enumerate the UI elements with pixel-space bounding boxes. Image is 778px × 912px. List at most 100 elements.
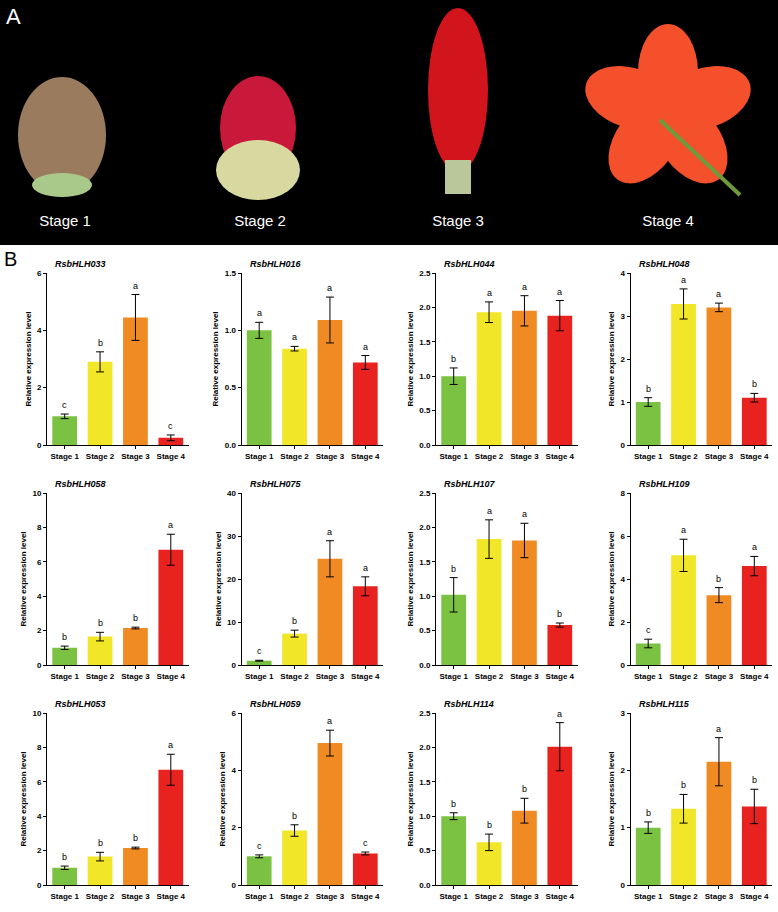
svg-text:Stage 2: Stage 2: [475, 892, 504, 901]
svg-text:Relative expression level: Relative expression level: [607, 311, 616, 406]
svg-text:8: 8: [37, 743, 42, 752]
svg-text:RsbHLH107: RsbHLH107: [444, 479, 496, 489]
svg-text:Stage 4: Stage 4: [157, 452, 186, 461]
svg-text:1: 1: [620, 823, 625, 832]
svg-text:a: a: [257, 308, 262, 318]
svg-text:RsbHLH058: RsbHLH058: [55, 479, 106, 489]
svg-text:Stage 1: Stage 1: [634, 672, 663, 681]
svg-text:RsbHLH033: RsbHLH033: [55, 259, 106, 269]
svg-text:Stage 3: Stage 3: [121, 892, 150, 901]
svg-text:a: a: [752, 542, 757, 552]
svg-text:b: b: [451, 354, 456, 364]
svg-text:1.5: 1.5: [419, 778, 431, 787]
svg-text:a: a: [327, 283, 332, 293]
svg-text:0: 0: [620, 441, 625, 450]
svg-text:RsbHLH109: RsbHLH109: [639, 479, 690, 489]
svg-text:1.0: 1.0: [225, 326, 237, 335]
svg-text:Stage 2: Stage 2: [475, 452, 504, 461]
svg-text:b: b: [133, 613, 138, 623]
svg-text:B: B: [4, 248, 17, 270]
svg-text:Relative expression level: Relative expression level: [406, 751, 415, 846]
svg-text:b: b: [62, 852, 67, 862]
svg-text:b: b: [752, 379, 757, 389]
svg-text:2.5: 2.5: [419, 709, 431, 718]
svg-text:Stage 4: Stage 4: [157, 672, 186, 681]
svg-text:RsbHLH114: RsbHLH114: [444, 699, 494, 709]
svg-text:2: 2: [37, 846, 42, 855]
svg-text:1: 1: [620, 398, 625, 407]
svg-text:2: 2: [620, 618, 625, 627]
svg-text:Stage 2: Stage 2: [86, 452, 115, 461]
svg-text:2.0: 2.0: [419, 523, 431, 532]
svg-text:10: 10: [32, 709, 41, 718]
svg-text:2.0: 2.0: [419, 743, 431, 752]
svg-text:6: 6: [620, 532, 625, 541]
svg-text:0: 0: [620, 881, 625, 890]
svg-text:0.5: 0.5: [419, 406, 431, 415]
svg-text:a: a: [363, 563, 368, 573]
svg-text:a: a: [168, 520, 173, 530]
svg-text:a: a: [716, 289, 721, 299]
svg-text:b: b: [292, 811, 297, 821]
svg-text:Stage 2: Stage 2: [669, 672, 698, 681]
svg-text:0.5: 0.5: [419, 846, 431, 855]
svg-text:Stage 3: Stage 3: [316, 452, 345, 461]
svg-text:b: b: [752, 775, 757, 785]
svg-text:0.5: 0.5: [225, 383, 237, 392]
svg-text:c: c: [168, 421, 173, 431]
svg-text:b: b: [646, 384, 651, 394]
svg-text:10: 10: [227, 618, 236, 627]
svg-text:Stage 1: Stage 1: [439, 892, 468, 901]
svg-text:Stage 1: Stage 1: [439, 452, 468, 461]
svg-text:8: 8: [620, 489, 625, 498]
svg-text:3: 3: [620, 709, 625, 718]
svg-text:Relative expression level: Relative expression level: [214, 531, 223, 626]
svg-text:b: b: [98, 338, 103, 348]
svg-text:Stage 3: Stage 3: [705, 452, 734, 461]
svg-text:1.5: 1.5: [419, 338, 431, 347]
svg-text:0: 0: [37, 881, 42, 890]
svg-text:Stage 2: Stage 2: [86, 672, 115, 681]
svg-text:Relative expression level: Relative expression level: [406, 531, 415, 626]
svg-text:2.5: 2.5: [419, 489, 431, 498]
svg-text:Relative expression level: Relative expression level: [406, 311, 415, 406]
svg-text:0: 0: [37, 441, 42, 450]
svg-text:Stage 4: Stage 4: [740, 452, 769, 461]
svg-text:2: 2: [231, 823, 236, 832]
svg-text:Relative expression level: Relative expression level: [19, 751, 28, 846]
svg-text:Stage 4: Stage 4: [546, 452, 575, 461]
svg-text:2: 2: [37, 383, 42, 392]
svg-text:4: 4: [37, 812, 42, 821]
svg-text:b: b: [98, 838, 103, 848]
svg-text:0.5: 0.5: [419, 626, 431, 635]
svg-text:a: a: [522, 282, 527, 292]
svg-text:a: a: [133, 281, 138, 291]
svg-text:0: 0: [37, 661, 42, 670]
svg-text:a: a: [363, 342, 368, 352]
svg-text:c: c: [257, 646, 262, 656]
svg-text:c: c: [646, 625, 651, 635]
svg-text:Stage 1: Stage 1: [634, 452, 663, 461]
svg-text:b: b: [681, 780, 686, 790]
svg-text:RsbHLH075: RsbHLH075: [250, 479, 302, 489]
svg-text:Stage 4: Stage 4: [546, 672, 575, 681]
svg-text:Stage 3: Stage 3: [316, 672, 345, 681]
svg-text:0.0: 0.0: [419, 661, 431, 670]
svg-text:Stage 3: Stage 3: [121, 672, 150, 681]
svg-text:Stage 2: Stage 2: [669, 452, 698, 461]
svg-text:Relative expression level: Relative expression level: [24, 311, 33, 406]
svg-text:b: b: [451, 799, 456, 809]
svg-text:c: c: [363, 838, 368, 848]
svg-text:2: 2: [620, 355, 625, 364]
svg-text:1.5: 1.5: [419, 558, 431, 567]
svg-text:Stage 2: Stage 2: [669, 892, 698, 901]
svg-text:20: 20: [227, 575, 236, 584]
svg-text:c: c: [62, 400, 67, 410]
svg-text:8: 8: [37, 523, 42, 532]
svg-text:4: 4: [231, 766, 236, 775]
svg-text:4: 4: [37, 326, 42, 335]
svg-text:40: 40: [227, 489, 236, 498]
svg-text:a: a: [522, 509, 527, 519]
svg-text:b: b: [557, 609, 562, 619]
svg-text:RsbHLH048: RsbHLH048: [639, 259, 690, 269]
